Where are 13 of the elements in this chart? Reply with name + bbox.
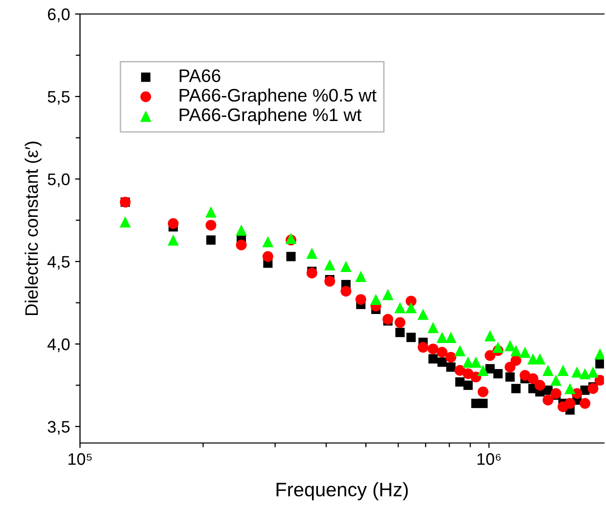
y-tick-label: 3,5: [48, 420, 70, 435]
y-tick-label: 6,0: [48, 8, 70, 22]
x-tick-label: 10⁶: [478, 453, 501, 465]
y-tick-label: 5,5: [48, 91, 70, 105]
y-tick-label: 4,5: [47, 256, 70, 270]
y-tick-label: 4,0: [47, 338, 70, 352]
legend-label: PA66: [180, 69, 220, 82]
x-tick-label: 10⁵: [68, 453, 92, 465]
legend-label: PA66-Graphene %1 wt: [180, 108, 362, 125]
y-axis-title: Dielectric constant (ε′): [24, 142, 42, 316]
y-tick-label: 5,0: [48, 173, 70, 188]
x-axis-title: Frequency (Hz): [276, 482, 408, 500]
legend-label: PA66-Graphene %0.5 wt: [180, 88, 377, 106]
